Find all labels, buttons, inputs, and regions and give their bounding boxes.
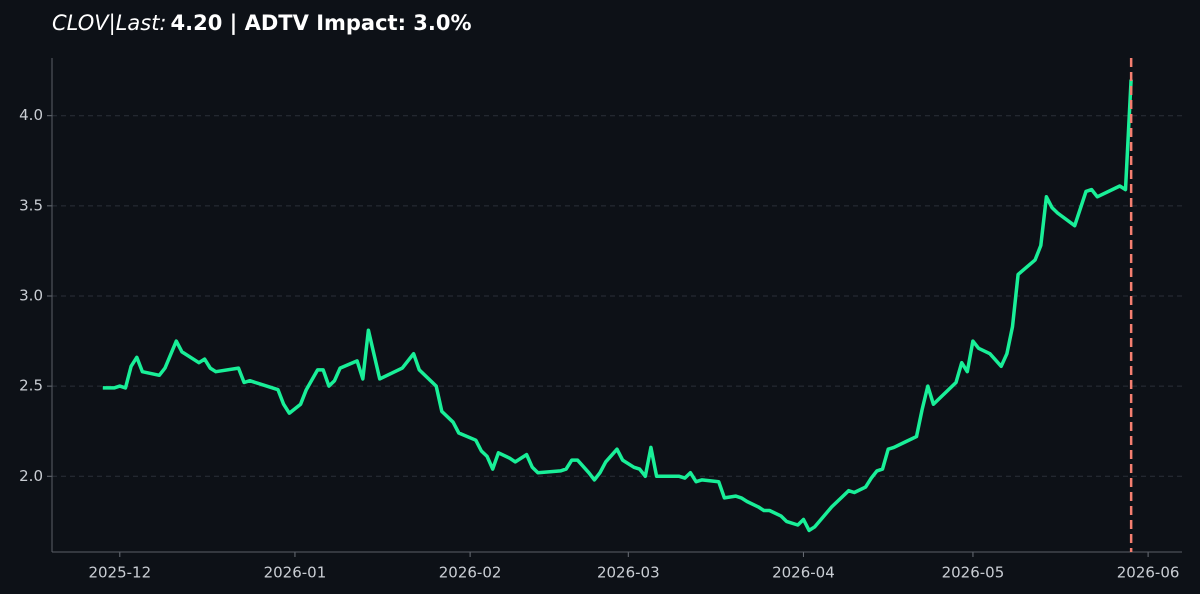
y-tick-label: 3.5: [19, 196, 43, 214]
x-tick-label: 2026-01: [264, 564, 327, 582]
title-info: 4.20 | ADTV Impact: 3.0%: [171, 11, 472, 36]
x-tick-label: 2026-03: [597, 564, 660, 582]
x-tick-label: 2026-04: [772, 564, 835, 582]
y-tick-label: 2.0: [19, 467, 43, 485]
x-tick-label: 2025-12: [88, 564, 151, 582]
y-tick-label: 2.5: [19, 377, 43, 395]
price-line: [102, 79, 1133, 533]
x-tick-label: 2026-02: [439, 564, 502, 582]
y-tick-label: 4.0: [19, 106, 43, 124]
title-symbol: CLOV|Last:: [52, 11, 167, 36]
y-tick-label: 3.0: [19, 286, 43, 304]
chart-title: CLOV|Last: 4.20 | ADTV Impact: 3.0%: [52, 11, 472, 36]
x-tick-label: 2026-06: [1117, 564, 1180, 582]
x-tick-label: 2026-05: [942, 564, 1005, 582]
